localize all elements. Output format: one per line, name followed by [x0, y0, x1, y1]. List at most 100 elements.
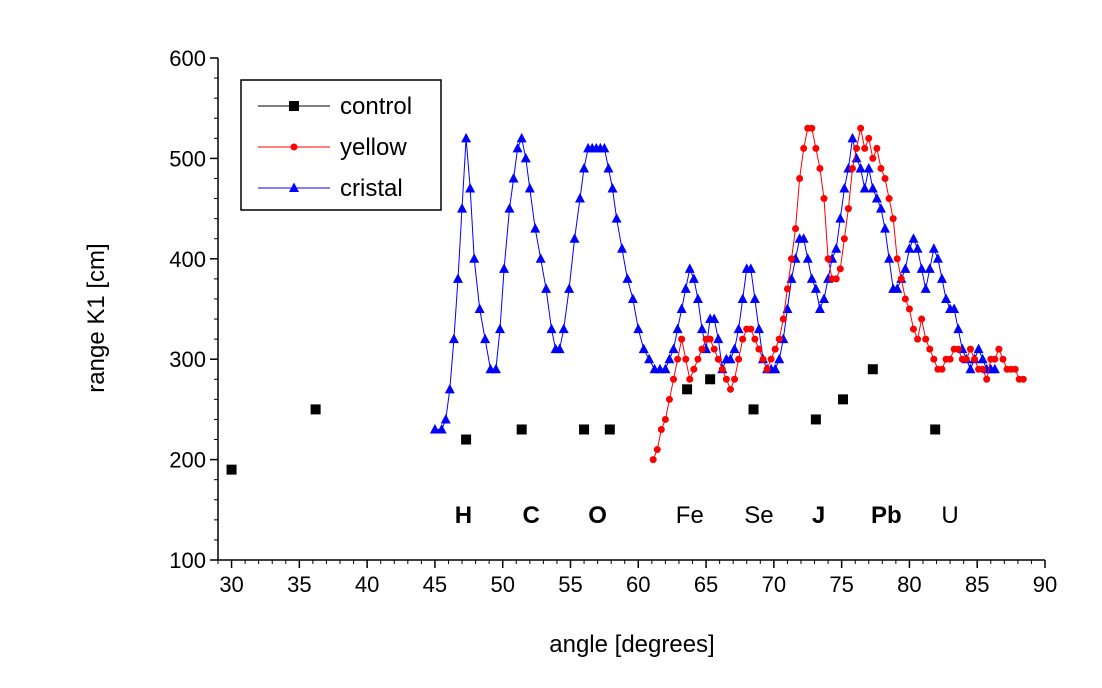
series-cristal	[429, 132, 1000, 434]
cristal-point	[638, 343, 649, 354]
control-point	[579, 424, 590, 435]
yellow-point	[1019, 375, 1027, 383]
element-annotations: H C O Fe Se J Pb U	[455, 502, 959, 529]
cristal-point	[465, 183, 476, 193]
yellow-point	[657, 425, 665, 433]
yellow-point	[905, 305, 913, 313]
yellow-point	[670, 375, 678, 383]
x-tick-label: 85	[965, 572, 989, 597]
cristal-point	[835, 213, 846, 223]
control-point	[310, 404, 321, 415]
cristal-point	[452, 273, 463, 283]
control-point	[837, 394, 848, 405]
cristal-point	[688, 273, 699, 283]
cristal-point	[504, 203, 515, 213]
yellow-point	[800, 144, 808, 152]
yellow-point	[706, 335, 714, 343]
yellow-point	[726, 385, 734, 393]
control-point	[682, 384, 693, 395]
legend-item-cristal: cristal	[258, 175, 403, 202]
cristal-point	[607, 183, 618, 193]
yellow-point	[922, 335, 930, 343]
control-point	[516, 424, 527, 435]
series-yellow	[649, 124, 1027, 464]
cristal-point	[692, 293, 703, 303]
cristal-point	[516, 132, 527, 143]
yellow-point	[718, 365, 726, 373]
yellow-point	[686, 375, 694, 383]
legend-item-control: control	[258, 93, 412, 120]
yellow-point	[869, 154, 877, 162]
yellow-point	[853, 144, 861, 152]
cristal-point	[436, 423, 447, 434]
y-tick-label: 200	[169, 448, 206, 473]
cristal-point	[912, 243, 923, 253]
yellow-point	[1011, 365, 1019, 373]
yellow-point	[873, 144, 881, 152]
control-point	[604, 424, 615, 435]
cristal-point	[627, 293, 638, 303]
cristal-point	[448, 333, 459, 344]
cristal-point	[941, 293, 952, 303]
element-label: O	[588, 502, 607, 529]
cristal-point	[745, 263, 756, 273]
cristal-point	[770, 363, 781, 374]
cristal-point	[904, 243, 915, 253]
yellow-point	[832, 275, 840, 283]
legend: control yellow cristal	[240, 79, 442, 211]
cristal-point	[965, 363, 976, 374]
x-tick-label: 30	[219, 572, 243, 597]
cristal-point	[611, 213, 622, 223]
cristal-point	[569, 233, 580, 243]
cristal-point	[535, 253, 546, 263]
yellow-point	[816, 164, 824, 172]
cristal-point	[753, 323, 764, 334]
control-point	[867, 364, 878, 375]
yellow-point	[897, 275, 905, 283]
cristal-point	[892, 283, 903, 293]
legend-label: cristal	[340, 175, 403, 202]
cristal-point	[617, 243, 628, 253]
cristal-point	[633, 323, 644, 334]
yellow-point	[901, 295, 909, 303]
cristal-point	[603, 162, 614, 173]
x-tick-label: 40	[355, 572, 379, 597]
yellow-point	[909, 325, 917, 333]
yellow-point	[792, 225, 800, 233]
yellow-point	[824, 255, 832, 263]
x-tick-label: 70	[762, 572, 786, 597]
element-label: Pb	[871, 502, 902, 529]
yellow-point	[722, 375, 730, 383]
yellow-line	[652, 127, 1024, 460]
yellow-point	[796, 174, 804, 182]
cristal-point	[709, 313, 720, 324]
yellow-point	[783, 285, 791, 293]
y-tick-label: 100	[169, 548, 206, 573]
control-point	[810, 414, 821, 425]
yellow-point	[848, 164, 856, 172]
cristal-point	[733, 323, 744, 334]
yellow-point	[889, 215, 897, 223]
cristal-point	[520, 152, 531, 163]
yellow-point	[653, 446, 661, 454]
cristal-point	[810, 283, 821, 293]
cristal-point	[916, 263, 927, 273]
cristal-point	[729, 343, 740, 354]
element-label: Se	[744, 502, 773, 529]
cristal-point	[880, 223, 891, 233]
cristal-point	[802, 253, 813, 263]
cristal-point	[855, 162, 866, 173]
yellow-point	[649, 456, 657, 464]
yellow-point	[787, 255, 795, 263]
cristal-point	[924, 263, 935, 273]
yellow-point	[678, 335, 686, 343]
yellow-point	[755, 345, 763, 353]
legend-marker	[290, 143, 298, 151]
cristal-point	[725, 353, 736, 364]
cristal-point	[932, 253, 943, 263]
cristal-point	[884, 253, 895, 263]
cristal-point	[684, 263, 695, 273]
cristal-point	[847, 132, 858, 143]
yellow-point	[775, 335, 783, 343]
yellow-point	[881, 174, 889, 182]
